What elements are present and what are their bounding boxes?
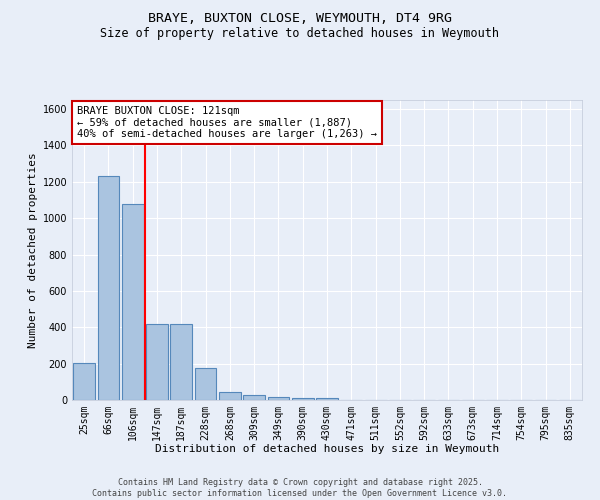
Text: Size of property relative to detached houses in Weymouth: Size of property relative to detached ho… — [101, 28, 499, 40]
Bar — [219, 392, 241, 400]
Bar — [316, 398, 338, 400]
Text: Contains HM Land Registry data © Crown copyright and database right 2025.
Contai: Contains HM Land Registry data © Crown c… — [92, 478, 508, 498]
Bar — [243, 396, 265, 400]
Bar — [170, 324, 192, 400]
Bar — [122, 204, 143, 400]
Text: BRAYE BUXTON CLOSE: 121sqm
← 59% of detached houses are smaller (1,887)
40% of s: BRAYE BUXTON CLOSE: 121sqm ← 59% of deta… — [77, 106, 377, 139]
Bar — [146, 324, 168, 400]
Bar — [194, 368, 217, 400]
Bar — [292, 398, 314, 400]
Text: BRAYE, BUXTON CLOSE, WEYMOUTH, DT4 9RG: BRAYE, BUXTON CLOSE, WEYMOUTH, DT4 9RG — [148, 12, 452, 26]
Bar — [97, 176, 119, 400]
X-axis label: Distribution of detached houses by size in Weymouth: Distribution of detached houses by size … — [155, 444, 499, 454]
Y-axis label: Number of detached properties: Number of detached properties — [28, 152, 38, 348]
Bar — [268, 398, 289, 400]
Bar — [73, 363, 95, 400]
